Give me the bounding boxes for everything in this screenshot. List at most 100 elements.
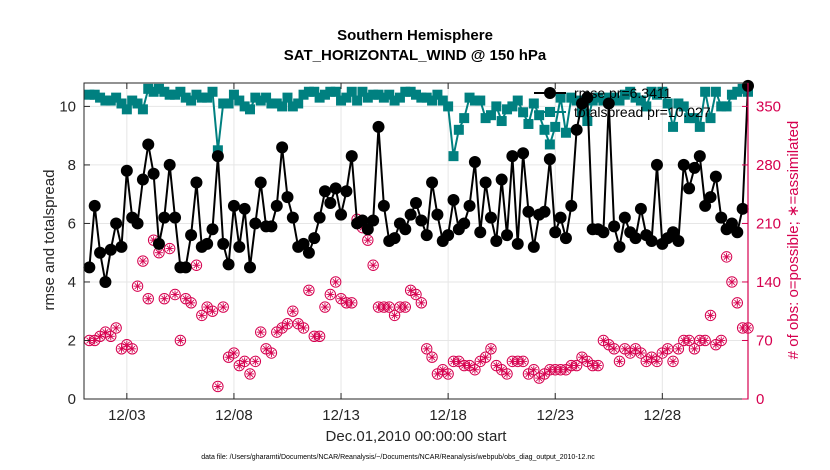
- totalspread-point: [726, 89, 737, 100]
- rmse-point: [474, 226, 487, 239]
- totalspread-point: [469, 95, 480, 106]
- rmse-point: [699, 199, 712, 212]
- obs-assimilated-point: [529, 365, 538, 374]
- obs-assimilated-point: [615, 357, 624, 366]
- rmse-point: [249, 217, 262, 230]
- obs-possible-point: [105, 330, 117, 343]
- rmse-point: [297, 237, 310, 250]
- totalspread-point: [287, 101, 298, 112]
- rmse-point: [88, 199, 101, 212]
- totalspread-point: [100, 95, 111, 106]
- totalspread-point: [330, 86, 341, 97]
- obs-possible-point: [169, 288, 181, 301]
- rmse-point: [377, 199, 390, 212]
- rmse-point: [158, 211, 171, 224]
- rmse-point: [463, 199, 476, 212]
- totalspread-point: [164, 89, 175, 100]
- y-axis-left: 0 2 4 6 8 10: [59, 98, 90, 408]
- obs-assimilated-point: [251, 357, 260, 366]
- obs-assimilated-point: [706, 311, 715, 320]
- totalspread-point: [684, 113, 695, 124]
- obs-assimilated-point: [288, 307, 297, 316]
- obs-assimilated-point: [492, 361, 501, 370]
- totalspread-series: [84, 83, 753, 162]
- totalspread-point: [721, 101, 732, 112]
- totalspread-point: [716, 101, 727, 112]
- obs-possible-point: [528, 364, 540, 376]
- obs-assimilated-point: [320, 303, 329, 312]
- obs-assimilated-point: [578, 353, 586, 362]
- obs-assimilated-point: [524, 369, 533, 378]
- rmse-point: [276, 141, 289, 154]
- totalspread-point: [389, 95, 400, 106]
- rmse-point: [527, 240, 540, 253]
- totalspread-point: [202, 92, 213, 103]
- obs-assimilated-point: [374, 303, 383, 312]
- obs-assimilated-point: [663, 344, 672, 353]
- obs-assimilated-point: [272, 328, 281, 337]
- totalspread-point: [239, 101, 250, 112]
- totalspread-point: [705, 113, 716, 124]
- obs-possible-point: [265, 347, 278, 359]
- obs-assimilated-point: [497, 365, 506, 374]
- rmse-point: [308, 232, 321, 245]
- obs-assimilated-point: [144, 294, 153, 303]
- totalspread-point: [737, 83, 748, 94]
- totalspread-point: [427, 95, 438, 106]
- obs-assimilated-point: [572, 361, 581, 370]
- rmse-point: [270, 199, 283, 212]
- obs-possible-point: [731, 297, 743, 309]
- totalspread-point: [502, 104, 513, 115]
- obs-assimilated-point: [486, 344, 495, 353]
- obs-possible-point: [319, 301, 331, 313]
- totalspread-point: [277, 101, 288, 112]
- obs-assimilated-point: [278, 323, 287, 332]
- obs-assimilated-point: [197, 311, 206, 320]
- rmse-point: [313, 211, 326, 224]
- totalspread-point: [689, 113, 700, 124]
- totalspread-point: [577, 107, 587, 118]
- obs-assimilated-point: [283, 319, 292, 328]
- obs-assimilated-point: [181, 294, 190, 303]
- obs-assimilated-point: [304, 286, 313, 295]
- rmse-point: [136, 173, 149, 186]
- totalspread-point: [127, 95, 138, 106]
- obs-assimilated-point: [701, 336, 710, 345]
- obs-assimilated-point: [438, 365, 447, 374]
- rmse-series: [83, 79, 754, 288]
- totalspread-point: [443, 101, 454, 112]
- totalspread-point: [566, 92, 577, 103]
- totalspread-point: [357, 86, 368, 97]
- rmse-point: [372, 120, 385, 133]
- rmse-point: [543, 153, 556, 166]
- obs-assimilated-point: [722, 252, 731, 261]
- obs-assimilated-point: [422, 344, 431, 353]
- totalspread-point: [480, 113, 491, 124]
- rmse-point: [715, 211, 728, 224]
- chart-title: Southern Hemisphere: [337, 27, 493, 44]
- rmse-point: [254, 176, 267, 189]
- rmse-point: [329, 182, 342, 195]
- rmse-point: [201, 237, 214, 250]
- obs-assimilated-point: [604, 340, 613, 349]
- y-right-tick-label: 280: [756, 157, 781, 174]
- totalspread-point: [534, 110, 545, 121]
- totalspread-point: [651, 89, 662, 100]
- totalspread-point: [266, 98, 277, 109]
- obs-assimilated-point: [203, 303, 212, 312]
- obs-assimilated-point: [122, 340, 131, 349]
- rmse-point: [608, 220, 621, 233]
- obs-assimilated-point: [647, 353, 656, 362]
- totalspread-point: [459, 113, 470, 124]
- totalspread-point: [378, 92, 389, 103]
- totalspread-point: [496, 116, 507, 127]
- rmse-point: [244, 261, 256, 274]
- totalspread-point: [453, 124, 464, 135]
- obs-assimilated-point: [642, 357, 651, 366]
- rmse-point: [468, 156, 481, 168]
- totalspread-point: [148, 86, 159, 97]
- rmse-point: [517, 147, 530, 160]
- rmse-point: [318, 185, 331, 198]
- rmse-point: [693, 150, 706, 163]
